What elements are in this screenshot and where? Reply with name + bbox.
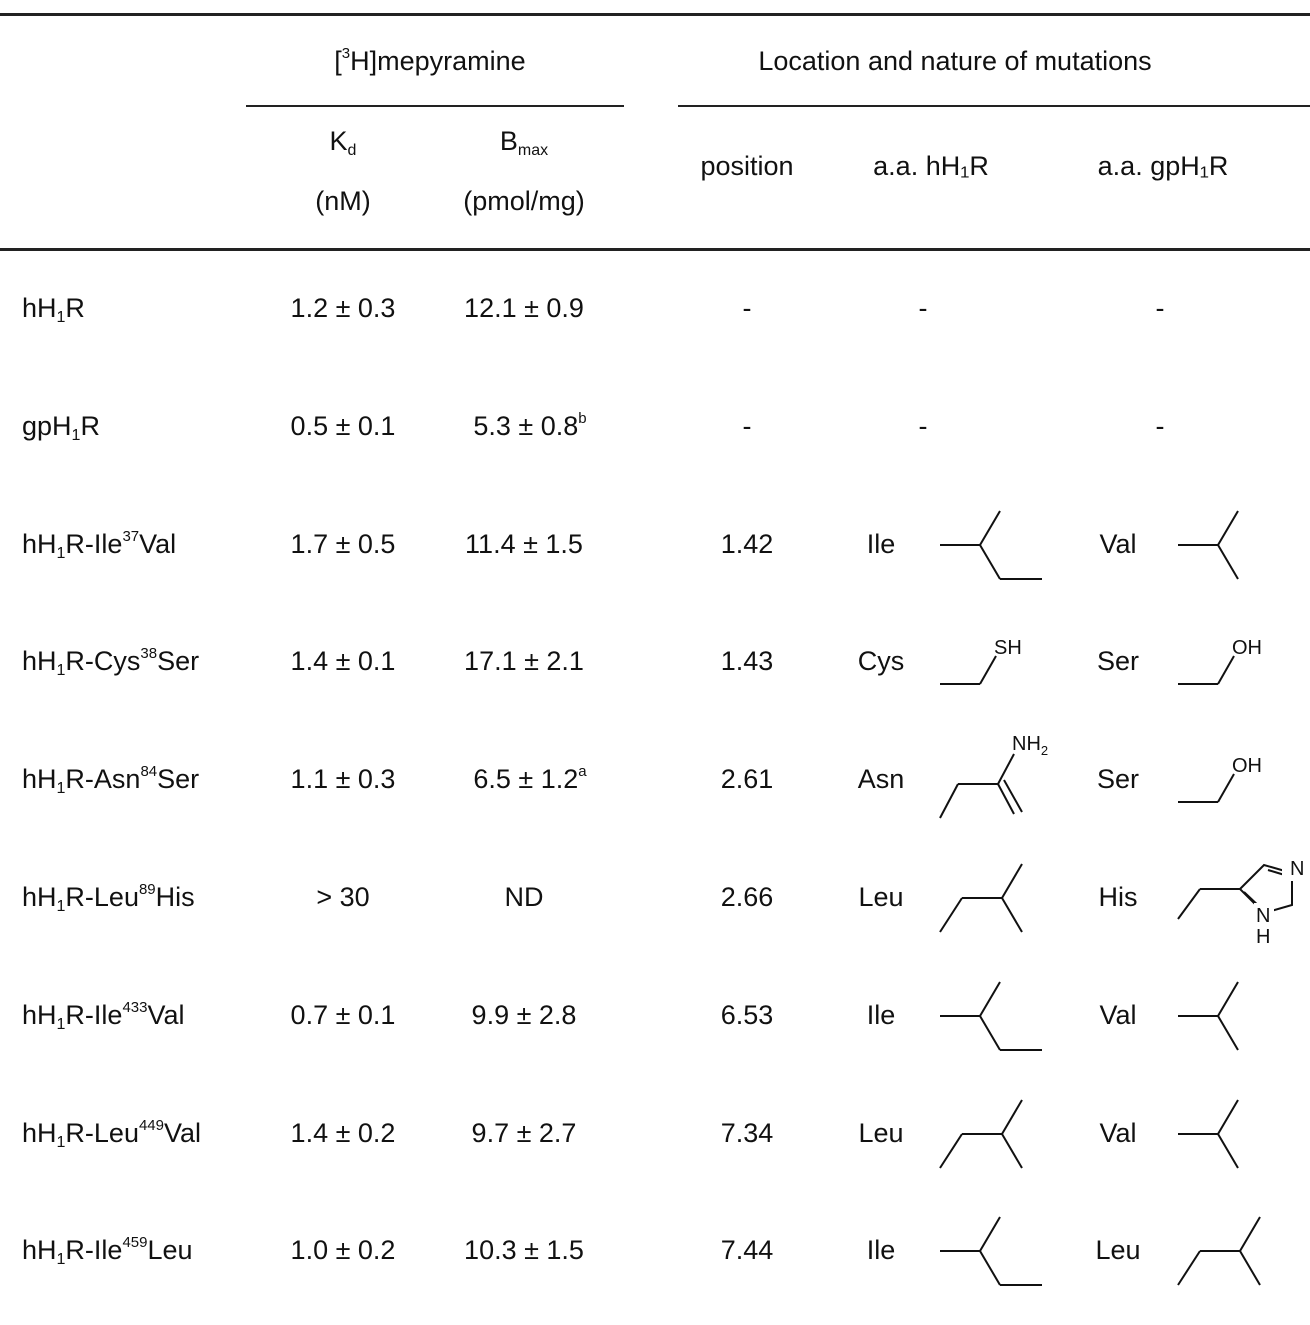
kd-value: 1.7 ± 0.5 xyxy=(290,529,396,559)
aa-h-value: - xyxy=(918,293,928,323)
ser-sidechain-icon: OH xyxy=(1178,755,1262,803)
svg-text:N: N xyxy=(1290,858,1304,880)
row-name: hH1R-Ile37Val xyxy=(22,528,177,562)
aa-gp-value: - xyxy=(1155,293,1165,323)
position-value: 2.66 xyxy=(720,882,774,912)
kd-unit: (nM) xyxy=(315,186,371,216)
svg-text:OH: OH xyxy=(1232,755,1262,777)
mutations-group-header: Location and nature of mutations xyxy=(758,46,1152,76)
leu-sidechain-icon xyxy=(939,863,1023,933)
ile-sidechain-icon xyxy=(940,981,1042,1051)
bmax-value: 11.4 ± 1.5 xyxy=(465,529,583,559)
aa-h-value: Ile xyxy=(866,1000,896,1030)
bmax-value: 17.1 ± 2.1 xyxy=(464,646,584,676)
position-value: 6.53 xyxy=(720,1000,774,1030)
row-name: hH1R xyxy=(22,293,85,326)
mepyramine-group-header: [3H]mepyramine xyxy=(334,45,526,76)
kd-value: 1.0 ± 0.2 xyxy=(290,1235,396,1265)
his-sidechain-icon: NNH xyxy=(1177,857,1308,948)
kd-value: 1.4 ± 0.2 xyxy=(290,1118,396,1148)
aa-h-value: Asn xyxy=(857,764,905,794)
kd-value: 1.4 ± 0.1 xyxy=(290,646,396,676)
aa-gp-header: a.a. gpH₁R xyxy=(1097,151,1229,181)
position-value: - xyxy=(742,293,752,323)
bmax-unit: (pmol/mg) xyxy=(463,186,585,216)
aa-h-header: a.a. hH₁R xyxy=(873,151,989,181)
header-bottom-rule xyxy=(0,248,1310,251)
kd-value: 1.2 ± 0.3 xyxy=(290,293,396,323)
position-value: 7.44 xyxy=(720,1235,774,1265)
position-value: 7.34 xyxy=(720,1118,774,1148)
mutations-group-rule xyxy=(678,105,1310,107)
aa-gp-value: Val xyxy=(1099,529,1137,559)
row-name: hH1R-Leu449Val xyxy=(22,1117,202,1151)
bmax-value: 12.1 ± 0.9 xyxy=(464,293,584,323)
asn-sidechain-icon: NH2 xyxy=(939,733,1048,819)
svg-text:OH: OH xyxy=(1232,637,1262,659)
kd-value: 1.1 ± 0.3 xyxy=(290,764,396,794)
mepyramine-group-rule xyxy=(246,105,624,107)
aa-h-value: Leu xyxy=(858,882,904,912)
row-name: gpH1R xyxy=(22,411,100,444)
ile-sidechain-icon xyxy=(940,510,1042,580)
kd-header: Kd xyxy=(329,126,357,159)
aa-h-value: - xyxy=(918,411,928,441)
bmax-value: 9.9 ± 2.8 xyxy=(471,1000,577,1030)
row-name: hH1R-Ile459Leu xyxy=(22,1234,193,1268)
row-name: hH1R-Leu89His xyxy=(22,881,195,915)
position-value: 2.61 xyxy=(720,764,774,794)
position-value: - xyxy=(742,411,752,441)
position-value: 1.43 xyxy=(720,646,774,676)
aa-gp-value: Ser xyxy=(1096,764,1140,794)
val-sidechain-icon xyxy=(1178,1099,1239,1169)
aa-h-value: Ile xyxy=(866,1235,896,1265)
leu-sidechain-icon xyxy=(939,1099,1023,1169)
top-rule xyxy=(0,13,1310,16)
aa-h-value: Ile xyxy=(866,529,896,559)
position-value: 1.42 xyxy=(720,529,774,559)
val-sidechain-icon xyxy=(1178,981,1239,1051)
aa-gp-value: Val xyxy=(1099,1118,1137,1148)
svg-text:H: H xyxy=(1256,926,1270,948)
aa-gp-value: Leu xyxy=(1095,1235,1141,1265)
svg-text:N: N xyxy=(1256,905,1270,927)
leu-sidechain-icon xyxy=(1177,1216,1261,1286)
aa-gp-value: His xyxy=(1098,882,1138,912)
kd-value: 0.5 ± 0.1 xyxy=(290,411,396,441)
row-name: hH1R-Cys38Ser xyxy=(22,645,200,679)
kd-value: 0.7 ± 0.1 xyxy=(290,1000,396,1030)
bmax-header: Bmax xyxy=(499,126,549,159)
bmax-value: 6.5 ± 1.2a xyxy=(473,763,587,794)
bmax-value: 9.7 ± 2.7 xyxy=(471,1118,577,1148)
svg-text:NH2: NH2 xyxy=(1012,733,1048,758)
aa-gp-value: Ser xyxy=(1096,646,1140,676)
svg-text:SH: SH xyxy=(994,637,1022,659)
ile-sidechain-icon xyxy=(940,1216,1042,1286)
bmax-value: 10.3 ± 1.5 xyxy=(464,1235,584,1265)
aa-h-value: Leu xyxy=(858,1118,904,1148)
kd-value: > 30 xyxy=(316,882,370,912)
bmax-value: ND xyxy=(504,882,544,912)
row-name: hH1R-Asn84Ser xyxy=(22,763,200,797)
bmax-value: 5.3 ± 0.8b xyxy=(473,410,587,441)
row-name: hH1R-Ile433Val xyxy=(22,999,185,1033)
ser-sidechain-icon: OH xyxy=(1178,637,1262,685)
val-sidechain-icon xyxy=(1178,510,1239,580)
position-header: position xyxy=(700,151,794,181)
aa-h-value: Cys xyxy=(857,646,905,676)
cys-sidechain-icon: SH xyxy=(940,637,1022,685)
aa-gp-value: - xyxy=(1155,411,1165,441)
aa-gp-value: Val xyxy=(1099,1000,1137,1030)
